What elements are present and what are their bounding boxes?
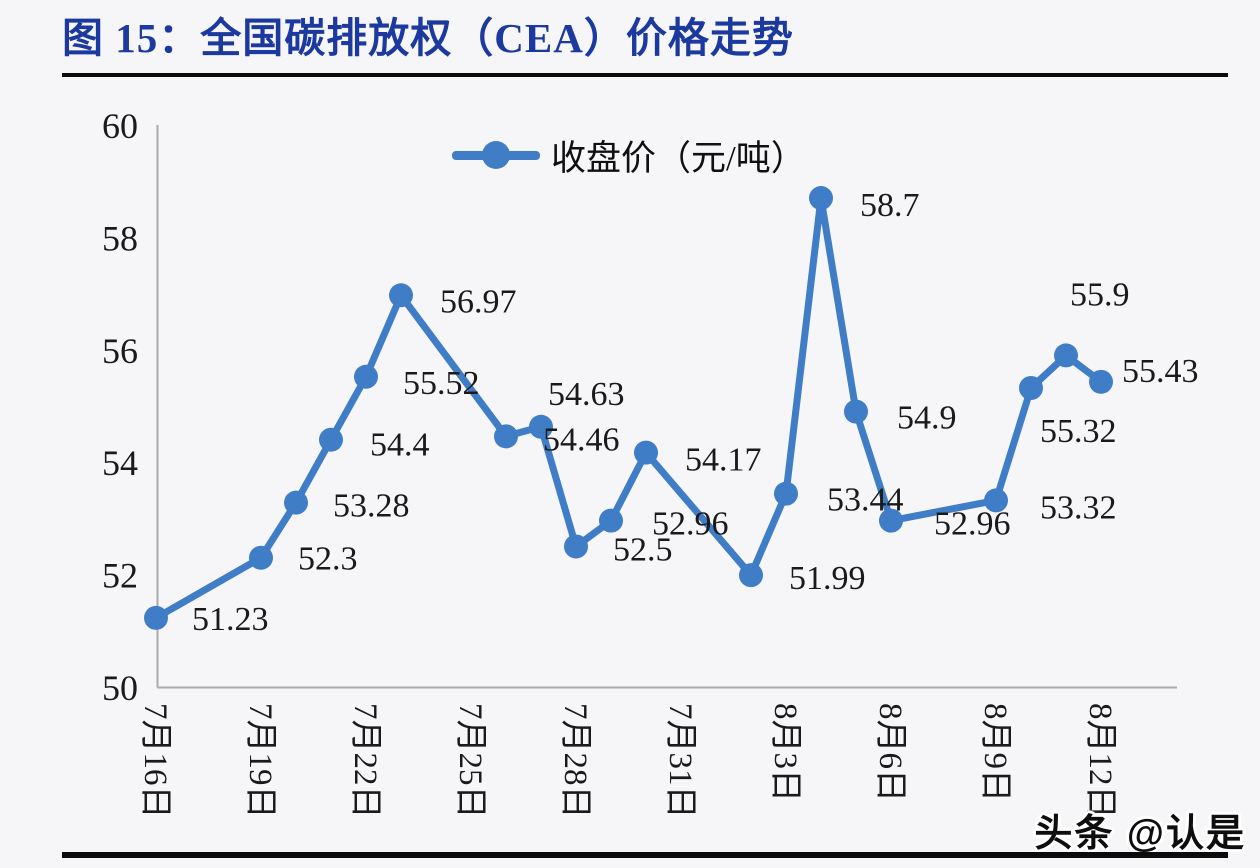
x-tick-label: 8月3日 [767,703,803,802]
data-point-label: 54.4 [370,427,430,464]
x-tick-label: 7月16日 [137,703,173,819]
data-point-label: 53.32 [1040,489,1117,526]
x-tick-label: 8月12日 [1082,703,1118,819]
data-point-marker [284,490,308,515]
x-tick-label: 7月19日 [242,703,278,819]
data-point-label: 54.63 [548,376,625,413]
data-point-marker [599,508,623,533]
y-tick-label: 58 [102,218,138,258]
data-point-label: 55.9 [1070,276,1130,313]
y-tick-label: 50 [102,668,138,708]
data-point-marker [389,283,413,308]
watermark: 头条 @认是 [1034,813,1246,855]
data-point-marker [1089,369,1113,394]
bottom-divider-line [62,852,1228,858]
legend-label: 收盘价（元/吨） [551,138,806,178]
data-point-label: 51.23 [192,601,269,638]
data-point-marker [1019,376,1043,401]
data-point-marker [319,427,343,452]
data-point-marker [844,399,868,424]
y-tick-label: 52 [102,556,138,596]
top-divider-line [62,73,1228,77]
data-point-marker [144,605,168,630]
data-point-marker [564,534,588,559]
data-point-label: 54.17 [685,442,762,479]
data-point-marker [494,424,518,449]
data-point-label: 56.97 [440,283,517,320]
data-point-marker [774,481,798,506]
x-tick-label: 8月9日 [977,703,1013,802]
x-tick-label: 7月22日 [347,703,383,819]
data-point-label: 51.99 [789,560,866,597]
data-point-marker [879,508,903,533]
data-point-label: 58.7 [860,187,920,224]
figure-title: 图 15：全国碳排放权（CEA）价格走势 [62,15,794,61]
data-point-label: 55.32 [1040,413,1117,450]
data-point-label: 54.9 [897,400,957,437]
data-point-marker [809,186,833,211]
price-line [152,194,1105,622]
data-point-marker [984,488,1008,513]
legend-line-marker-icon [452,141,540,169]
x-tick-label: 7月28日 [557,703,593,819]
data-point-label: 53.44 [827,482,904,519]
data-point-marker [249,545,273,570]
data-point-label: 55.52 [403,365,480,402]
data-point-label: 55.43 [1122,353,1199,390]
x-tick-label: 7月25日 [452,703,488,819]
x-tick-label: 7月31日 [662,703,698,819]
data-point-marker [1054,343,1078,368]
data-point-label: 52.3 [298,541,358,578]
data-point-label: 53.28 [333,488,410,525]
data-point-label: 52.96 [934,506,1011,543]
data-point-marker [354,364,378,389]
chart-legend: 收盘价（元/吨） [452,133,806,178]
data-point-label: 52.96 [652,506,729,543]
y-tick-label: 56 [102,331,138,371]
data-point-marker [634,440,658,465]
x-tick-label: 8月6日 [872,703,908,802]
y-tick-label: 60 [102,106,138,146]
data-point-label: 52.5 [613,532,673,569]
data-point-marker [739,563,763,588]
data-point-marker [529,414,553,439]
y-tick-label: 54 [102,443,138,483]
data-point-label: 54.46 [543,421,620,458]
legend-dot-icon [482,141,510,169]
